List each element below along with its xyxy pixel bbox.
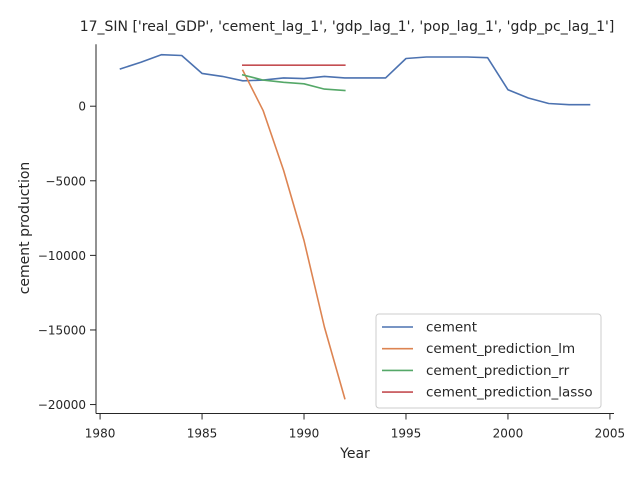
x-tick-label-1980: 1980 bbox=[85, 427, 116, 441]
y-tick-label-0: 0 bbox=[78, 100, 86, 114]
y-axis-label: cement production bbox=[17, 162, 33, 295]
x-tick-label-2005: 2005 bbox=[595, 427, 626, 441]
x-tick-label-1990: 1990 bbox=[289, 427, 320, 441]
y-ticks: 0 −5000 −10000 −15000 −20000 bbox=[38, 100, 96, 412]
plot-lines bbox=[119, 53, 591, 400]
legend-label-cement_prediction_lm: cement_prediction_lm bbox=[426, 341, 575, 357]
series-line-cement_prediction_rr bbox=[241, 73, 346, 92]
y-tick-label--15000: −15000 bbox=[38, 323, 86, 337]
y-tick-label--5000: −5000 bbox=[45, 174, 86, 188]
series-line-cement_prediction_lm bbox=[241, 69, 346, 400]
legend-label-cement_prediction_lasso: cement_prediction_lasso bbox=[426, 385, 593, 401]
y-tick-label--10000: −10000 bbox=[38, 249, 86, 263]
legend: cement cement_prediction_lm cement_predict… bbox=[375, 313, 602, 409]
x-ticks: 1980 1985 1990 1995 2000 2005 bbox=[85, 413, 626, 441]
x-tick-label-1985: 1985 bbox=[187, 427, 218, 441]
y-tick-label--20000: −20000 bbox=[38, 398, 86, 412]
series-line-cement bbox=[119, 53, 591, 106]
x-axis-label: Year bbox=[339, 446, 370, 462]
chart-title: 17_SIN ['real_GDP', 'cement_lag_1', 'gdp… bbox=[80, 19, 615, 35]
x-tick-label-1995: 1995 bbox=[391, 427, 422, 441]
legend-label-cement_prediction_rr: cement_prediction_rr bbox=[426, 363, 570, 379]
x-tick-label-2000: 2000 bbox=[493, 427, 524, 441]
legend-box bbox=[375, 313, 602, 409]
legend-label-cement: cement bbox=[426, 320, 477, 336]
